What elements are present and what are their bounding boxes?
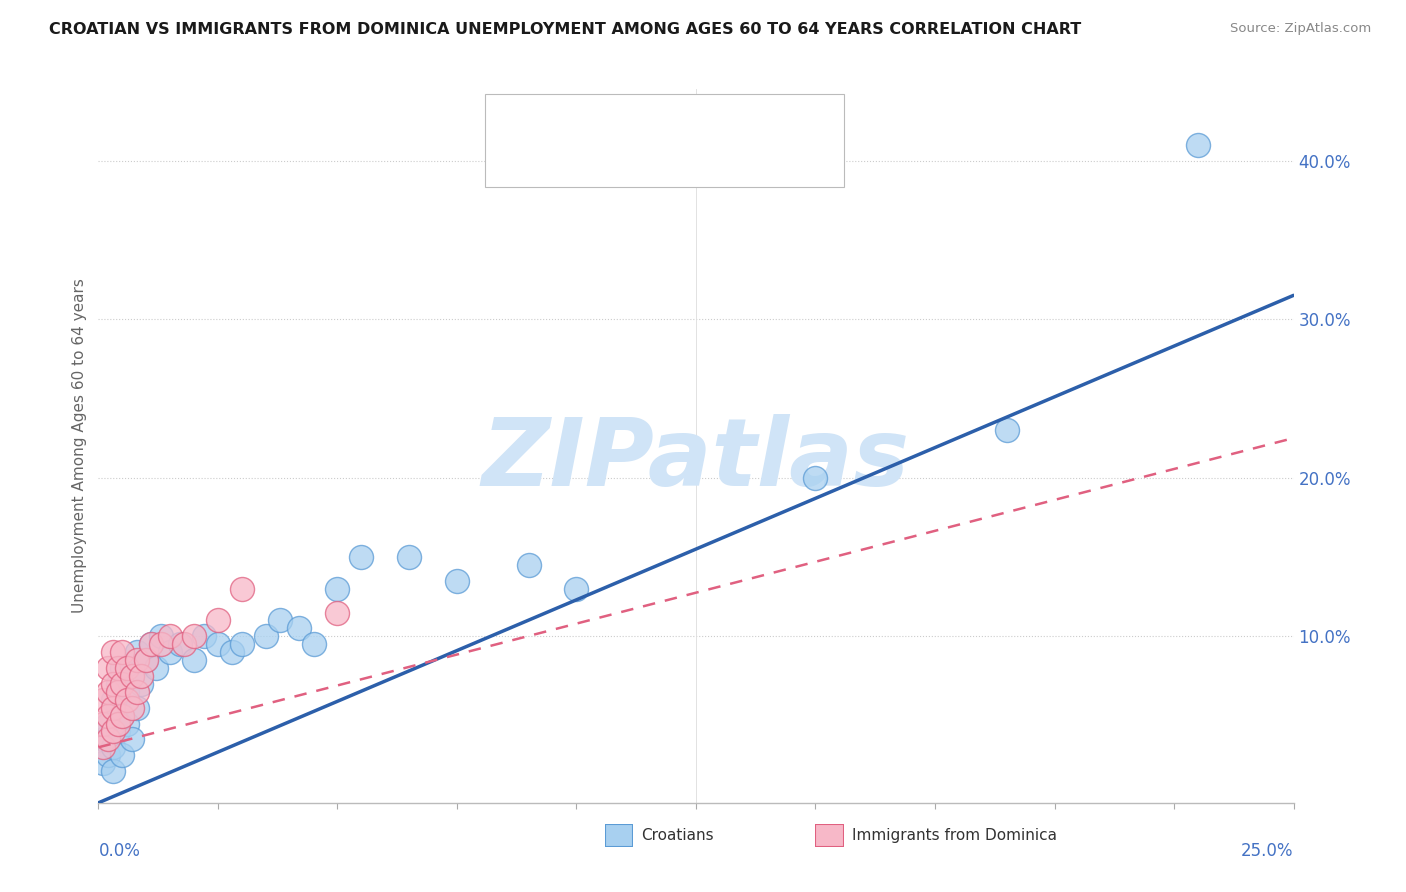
Point bbox=[97, 661, 120, 675]
Y-axis label: Unemployment Among Ages 60 to 64 years: Unemployment Among Ages 60 to 64 years bbox=[72, 278, 87, 614]
Point bbox=[326, 582, 349, 596]
Point bbox=[269, 614, 291, 628]
Point bbox=[97, 732, 120, 747]
Point bbox=[97, 685, 120, 699]
Point bbox=[350, 549, 373, 564]
Text: 0.0%: 0.0% bbox=[98, 842, 141, 860]
Point bbox=[131, 669, 153, 683]
Point bbox=[149, 629, 172, 643]
Point bbox=[1187, 137, 1209, 152]
Point bbox=[207, 614, 229, 628]
Point bbox=[565, 582, 588, 596]
Point bbox=[446, 574, 468, 588]
Point bbox=[398, 549, 420, 564]
Point bbox=[288, 621, 311, 635]
Point bbox=[125, 645, 148, 659]
Point bbox=[173, 637, 195, 651]
Text: Croatians: Croatians bbox=[641, 829, 714, 843]
Point bbox=[193, 629, 215, 643]
Point bbox=[995, 423, 1018, 437]
Point bbox=[97, 708, 120, 723]
Point bbox=[101, 677, 124, 691]
Point bbox=[91, 740, 114, 755]
Point bbox=[145, 661, 167, 675]
Point bbox=[107, 685, 129, 699]
Point bbox=[254, 629, 277, 643]
Point bbox=[121, 669, 143, 683]
Point bbox=[111, 677, 134, 691]
Point bbox=[107, 661, 129, 675]
Point bbox=[111, 661, 134, 675]
Point bbox=[111, 708, 134, 723]
Point bbox=[101, 700, 124, 714]
Point bbox=[125, 685, 148, 699]
Text: Source: ZipAtlas.com: Source: ZipAtlas.com bbox=[1230, 22, 1371, 36]
Point bbox=[107, 716, 129, 731]
Point bbox=[125, 700, 148, 714]
Text: 25.0%: 25.0% bbox=[1241, 842, 1294, 860]
Point bbox=[131, 677, 153, 691]
Point bbox=[207, 637, 229, 651]
Point bbox=[107, 700, 129, 714]
Point bbox=[804, 471, 827, 485]
Point bbox=[91, 692, 114, 706]
Point bbox=[115, 692, 138, 706]
Point bbox=[97, 748, 120, 763]
Point bbox=[115, 685, 138, 699]
Point bbox=[135, 653, 157, 667]
Point bbox=[139, 637, 162, 651]
Point bbox=[91, 716, 114, 731]
Point bbox=[169, 637, 191, 651]
Point bbox=[221, 645, 243, 659]
Point bbox=[121, 732, 143, 747]
Point bbox=[111, 645, 134, 659]
Point bbox=[101, 692, 124, 706]
Point bbox=[159, 645, 181, 659]
Point bbox=[231, 637, 253, 651]
Point bbox=[115, 661, 138, 675]
Point bbox=[302, 637, 325, 651]
Point bbox=[107, 677, 129, 691]
Point bbox=[91, 756, 114, 771]
Point bbox=[111, 748, 134, 763]
Point bbox=[183, 653, 205, 667]
Point bbox=[183, 629, 205, 643]
Point bbox=[125, 653, 148, 667]
Point bbox=[326, 606, 349, 620]
Text: Immigrants from Dominica: Immigrants from Dominica bbox=[852, 829, 1057, 843]
Point bbox=[159, 629, 181, 643]
Text: CROATIAN VS IMMIGRANTS FROM DOMINICA UNEMPLOYMENT AMONG AGES 60 TO 64 YEARS CORR: CROATIAN VS IMMIGRANTS FROM DOMINICA UNE… bbox=[49, 22, 1081, 37]
Point bbox=[139, 637, 162, 651]
Point bbox=[101, 740, 124, 755]
Point bbox=[135, 653, 157, 667]
Point bbox=[111, 708, 134, 723]
Point bbox=[121, 669, 143, 683]
Point bbox=[107, 724, 129, 739]
Text: ZIPatlas: ZIPatlas bbox=[482, 414, 910, 507]
Point bbox=[91, 732, 114, 747]
Point bbox=[115, 716, 138, 731]
Point bbox=[101, 764, 124, 778]
Point bbox=[149, 637, 172, 651]
Point bbox=[231, 582, 253, 596]
Text: R =  0.152   N = 33: R = 0.152 N = 33 bbox=[538, 153, 730, 170]
Point bbox=[97, 716, 120, 731]
Text: R = 0.699   N = 44: R = 0.699 N = 44 bbox=[538, 110, 723, 128]
Point bbox=[121, 700, 143, 714]
Point bbox=[101, 724, 124, 739]
Point bbox=[517, 558, 540, 572]
Point bbox=[101, 645, 124, 659]
